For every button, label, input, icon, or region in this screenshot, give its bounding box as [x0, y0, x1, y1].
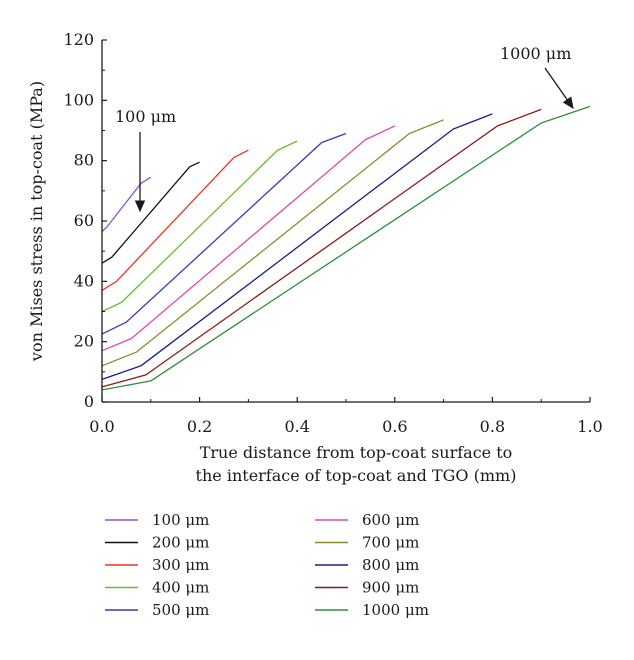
legend-label-2: 200 μm — [152, 534, 209, 552]
legend-label-3: 300 μm — [152, 556, 209, 574]
legend: 100 μm 200 μm 300 μm 400 μm 500 μm 600 μm 700 … — [105, 511, 429, 619]
legend-label-8: 800 μm — [362, 556, 419, 574]
y-tick-label: 20 — [74, 332, 94, 351]
y-tick-label: 100 — [63, 90, 94, 109]
y-axis-label: von Mises stress in top-coat (MPa) — [27, 81, 46, 362]
legend-label-5: 500 μm — [152, 601, 209, 619]
annotation-label-100: 100 μm — [115, 107, 176, 126]
series-line-5 — [101, 132, 347, 335]
y-tick-label: 60 — [74, 211, 94, 230]
series-line-1 — [101, 176, 152, 233]
x-tick-label: 0.8 — [480, 417, 505, 436]
legend-label-6: 600 μm — [362, 511, 419, 529]
series-line-4 — [101, 140, 298, 313]
legend-label-10: 1000 μm — [362, 601, 429, 619]
x-tick-label: 1.0 — [577, 417, 602, 436]
legend-label-1: 100 μm — [152, 511, 209, 529]
axes: 0.0 0.2 0.4 0.6 0.8 1.0 0 20 40 60 80 100 120 True di… — [27, 30, 603, 485]
y-tick-label: 120 — [63, 30, 94, 49]
annotations: 100 μm 1000 μm — [115, 44, 574, 213]
y-tick-label: 40 — [74, 271, 94, 290]
series-line-8 — [101, 113, 493, 381]
x-axis-label-line-1: True distance from top-coat surface to — [200, 443, 513, 462]
plot-lines — [101, 105, 591, 391]
legend-label-9: 900 μm — [362, 579, 419, 597]
legend-label-4: 400 μm — [152, 579, 209, 597]
series-line-6 — [101, 125, 396, 352]
x-axis-label-line-2: the interface of top-coat and TGO (mm) — [196, 466, 517, 485]
x-tick-label: 0.2 — [187, 417, 212, 436]
x-tick-label: 0.0 — [89, 417, 114, 436]
series-line-2 — [101, 161, 200, 264]
legend-label-7: 700 μm — [362, 534, 419, 552]
y-tick-label: 80 — [74, 151, 94, 170]
series-line-3 — [101, 149, 249, 291]
series-line-7 — [101, 119, 444, 367]
x-tick-label: 0.6 — [382, 417, 407, 436]
annotation-label-1000: 1000 μm — [500, 44, 571, 63]
series-line-10 — [101, 105, 591, 391]
x-tick-label: 0.4 — [284, 417, 309, 436]
series-line-9 — [101, 108, 542, 388]
y-tick-label: 0 — [84, 392, 94, 411]
annotation-arrow-1000 — [544, 67, 574, 109]
